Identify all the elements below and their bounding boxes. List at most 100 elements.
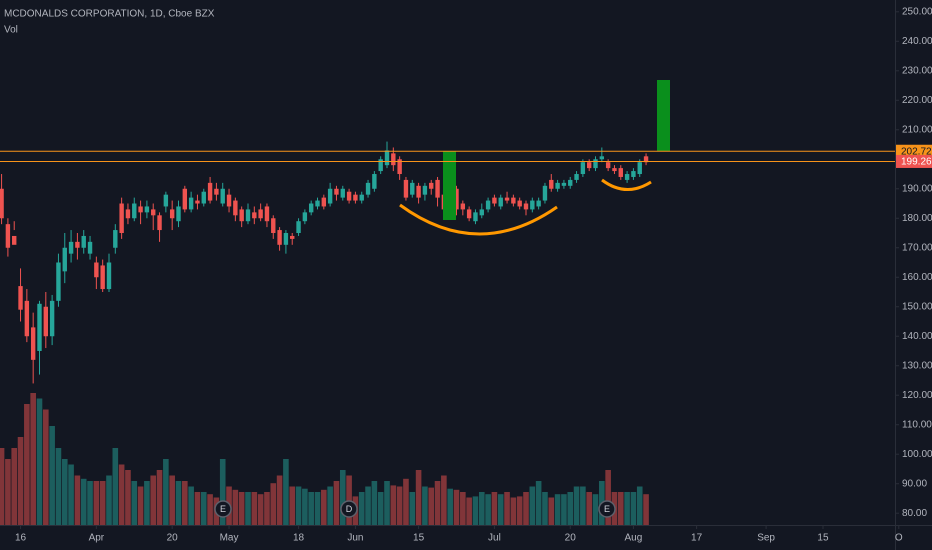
candle-body — [416, 185, 421, 198]
volume-bar — [485, 494, 491, 525]
candle-body — [511, 197, 516, 204]
candle-body — [296, 221, 301, 234]
candle-body — [302, 212, 308, 222]
volume-bar — [11, 448, 18, 525]
candle-body — [24, 300, 30, 337]
volume-bar — [491, 492, 498, 525]
candle-body — [492, 197, 497, 204]
candle-body — [530, 200, 535, 210]
volume-bar — [573, 486, 580, 525]
symbol-title: MCDONALDS CORPORATION, 1D, Cboe BZX — [4, 9, 215, 20]
candle-body — [37, 303, 42, 351]
volume-bar — [200, 492, 207, 525]
candle-body — [138, 206, 143, 213]
candle-body — [586, 162, 592, 169]
x-tick-label: 15 — [817, 533, 829, 544]
y-tick-label: 210.00 — [902, 124, 932, 135]
candle-body — [555, 182, 560, 189]
candle-body — [574, 174, 579, 180]
volume-bar — [396, 486, 403, 525]
candle-body — [340, 188, 345, 198]
volume-bar — [542, 492, 548, 525]
candle-body — [182, 188, 188, 210]
candle-body — [207, 182, 213, 201]
volume-bar — [308, 492, 314, 525]
volume-bar — [276, 475, 283, 525]
x-tick-label: 16 — [15, 533, 27, 544]
volume-bar — [428, 487, 435, 525]
candle-body — [43, 306, 49, 337]
candle-body — [498, 197, 503, 207]
candle-body — [125, 209, 131, 219]
volume-bar — [339, 470, 346, 525]
volume-bar — [333, 481, 340, 525]
candle-body — [87, 241, 93, 254]
candle-body — [624, 174, 630, 180]
level-price-label: 199.26 — [901, 157, 932, 168]
volume-bar — [504, 492, 510, 525]
volume-bar — [43, 409, 49, 525]
y-tick-label: 150.00 — [902, 301, 932, 312]
candle-body — [49, 300, 55, 337]
candle-body — [169, 209, 175, 219]
candle-body — [220, 188, 225, 204]
event-marker-label: D — [346, 504, 353, 514]
y-tick-label: 180.00 — [902, 213, 932, 224]
candle-body — [435, 179, 440, 198]
y-tick-label: 110.00 — [902, 419, 932, 430]
volume-bar — [523, 492, 529, 525]
measure-box — [443, 151, 456, 220]
candle-body — [422, 185, 428, 195]
volume-bar — [49, 426, 55, 525]
y-tick-label: 120.00 — [902, 390, 932, 401]
volume-bar — [358, 492, 365, 525]
candle-body — [144, 206, 150, 213]
candle-body — [163, 194, 169, 207]
volume-bar — [624, 492, 630, 525]
candle-body — [258, 209, 263, 219]
candle-body — [346, 191, 352, 201]
y-tick-label: 140.00 — [902, 331, 932, 342]
y-tick-label: 170.00 — [902, 242, 932, 253]
volume-bar — [415, 470, 422, 525]
handle-arc — [601, 178, 652, 191]
x-tick-label: 15 — [413, 533, 425, 544]
volume-bar — [125, 470, 131, 525]
series-layer — [0, 141, 649, 525]
volume-bar — [377, 492, 384, 525]
candle-body — [410, 182, 415, 195]
volume-bar — [74, 475, 81, 525]
volume-bar — [314, 492, 321, 525]
volume-bar — [529, 486, 536, 525]
candle-body — [290, 235, 295, 239]
volume-bar — [264, 492, 270, 525]
candle-body — [62, 247, 67, 272]
volume-bar — [169, 475, 175, 525]
volume-bar — [55, 448, 62, 525]
candle-body — [473, 212, 478, 222]
x-tick-label: Apr — [89, 533, 105, 544]
volume-bar — [182, 481, 188, 525]
x-tick-label: Aug — [625, 533, 643, 544]
measure-box — [657, 80, 670, 151]
volume-bar — [371, 481, 378, 525]
candle-body — [365, 182, 371, 195]
candle-body — [132, 203, 137, 219]
volume-bar — [30, 393, 36, 525]
volume-bar — [144, 481, 150, 525]
y-tick-label: 250.00 — [902, 6, 932, 17]
volume-bar — [466, 497, 472, 525]
candle-body — [75, 241, 80, 248]
volume-label: Vol — [4, 25, 18, 36]
candle-body — [81, 235, 86, 248]
volume-bar — [409, 492, 416, 525]
volume-bar — [163, 459, 169, 525]
candle-body — [226, 194, 232, 207]
volume-bar — [99, 481, 106, 525]
candle-body — [245, 209, 251, 222]
candle-body — [504, 197, 510, 201]
volume-bar — [36, 398, 43, 525]
volume-bar — [643, 494, 649, 525]
volume-bar — [194, 492, 201, 525]
